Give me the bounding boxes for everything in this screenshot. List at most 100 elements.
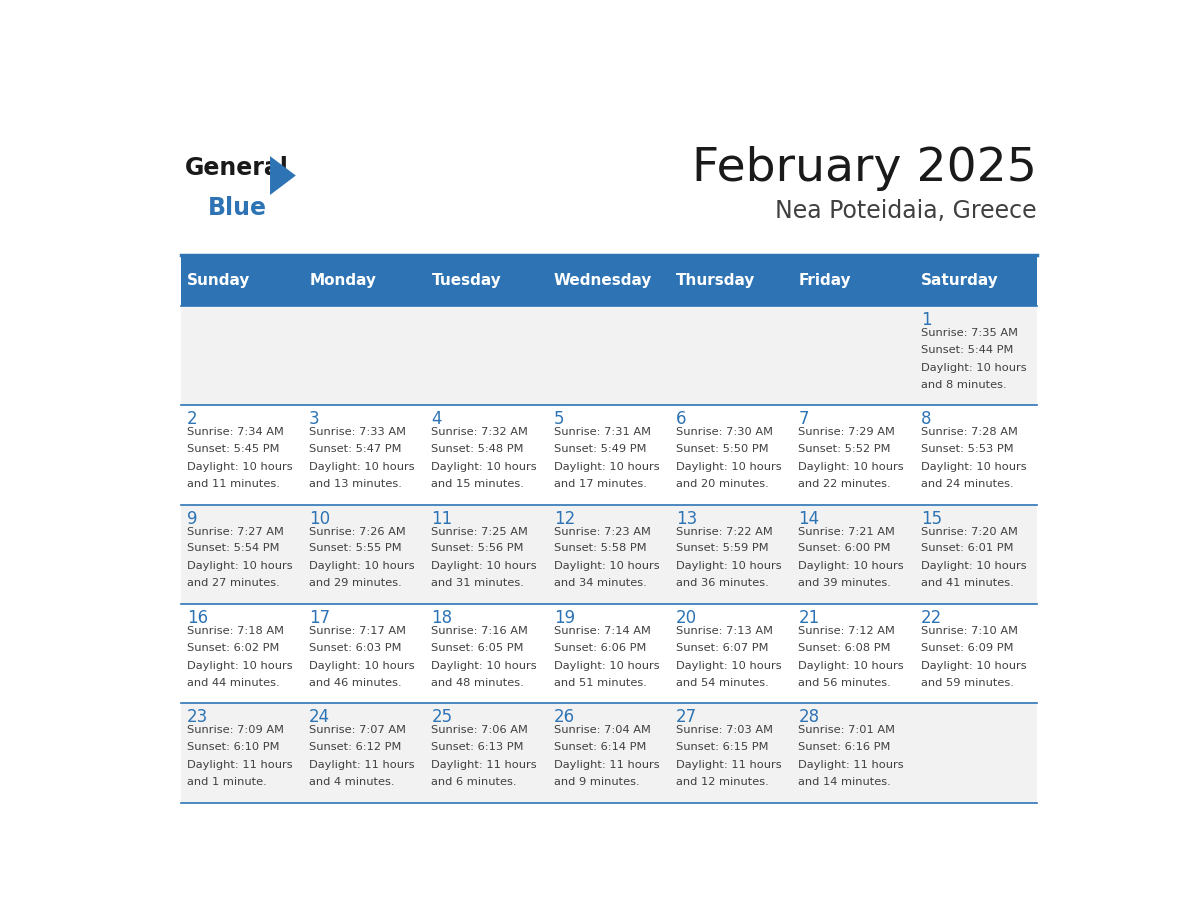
Text: Sunrise: 7:13 AM: Sunrise: 7:13 AM xyxy=(676,626,773,636)
Text: 2: 2 xyxy=(187,410,197,429)
Text: and 17 minutes.: and 17 minutes. xyxy=(554,479,646,489)
Text: and 15 minutes.: and 15 minutes. xyxy=(431,479,524,489)
Text: Sunset: 5:52 PM: Sunset: 5:52 PM xyxy=(798,444,891,454)
Text: 12: 12 xyxy=(554,509,575,528)
Text: February 2025: February 2025 xyxy=(693,145,1037,191)
Bar xyxy=(425,604,548,703)
Bar xyxy=(670,604,792,703)
Text: Sunset: 5:49 PM: Sunset: 5:49 PM xyxy=(554,444,646,454)
Text: and 4 minutes.: and 4 minutes. xyxy=(309,777,394,787)
Bar xyxy=(792,255,915,306)
Bar xyxy=(792,406,915,505)
Text: Sunset: 5:58 PM: Sunset: 5:58 PM xyxy=(554,543,646,554)
Text: 22: 22 xyxy=(921,609,942,627)
Bar xyxy=(548,306,670,406)
Bar xyxy=(670,703,792,803)
Bar xyxy=(792,306,915,406)
Text: 20: 20 xyxy=(676,609,697,627)
Text: Daylight: 10 hours: Daylight: 10 hours xyxy=(676,462,782,472)
Text: Daylight: 11 hours: Daylight: 11 hours xyxy=(187,760,292,770)
Text: and 29 minutes.: and 29 minutes. xyxy=(309,578,402,588)
Text: Sunday: Sunday xyxy=(187,273,251,288)
Bar xyxy=(303,306,425,406)
Text: Sunrise: 7:06 AM: Sunrise: 7:06 AM xyxy=(431,725,529,735)
Bar xyxy=(303,505,425,604)
Text: Monday: Monday xyxy=(309,273,377,288)
Text: 15: 15 xyxy=(921,509,942,528)
Text: 5: 5 xyxy=(554,410,564,429)
Text: Sunset: 6:14 PM: Sunset: 6:14 PM xyxy=(554,743,646,752)
Text: and 8 minutes.: and 8 minutes. xyxy=(921,379,1006,389)
Text: and 51 minutes.: and 51 minutes. xyxy=(554,677,646,688)
Text: Daylight: 10 hours: Daylight: 10 hours xyxy=(676,661,782,671)
Text: Daylight: 10 hours: Daylight: 10 hours xyxy=(431,661,537,671)
Text: Daylight: 10 hours: Daylight: 10 hours xyxy=(309,462,415,472)
Text: Sunset: 6:08 PM: Sunset: 6:08 PM xyxy=(798,643,891,653)
Text: Sunrise: 7:17 AM: Sunrise: 7:17 AM xyxy=(309,626,406,636)
Bar xyxy=(425,306,548,406)
Text: Sunset: 6:15 PM: Sunset: 6:15 PM xyxy=(676,743,769,752)
Text: and 54 minutes.: and 54 minutes. xyxy=(676,677,769,688)
Bar xyxy=(548,703,670,803)
Text: Daylight: 11 hours: Daylight: 11 hours xyxy=(554,760,659,770)
Text: and 39 minutes.: and 39 minutes. xyxy=(798,578,891,588)
Text: Sunset: 6:06 PM: Sunset: 6:06 PM xyxy=(554,643,646,653)
Text: Daylight: 10 hours: Daylight: 10 hours xyxy=(554,661,659,671)
Text: and 24 minutes.: and 24 minutes. xyxy=(921,479,1013,489)
Text: Sunset: 6:02 PM: Sunset: 6:02 PM xyxy=(187,643,279,653)
Text: and 1 minute.: and 1 minute. xyxy=(187,777,266,787)
Text: and 46 minutes.: and 46 minutes. xyxy=(309,677,402,688)
Text: Sunrise: 7:26 AM: Sunrise: 7:26 AM xyxy=(309,527,406,537)
Bar xyxy=(670,406,792,505)
Bar xyxy=(670,505,792,604)
Text: Sunrise: 7:14 AM: Sunrise: 7:14 AM xyxy=(554,626,651,636)
Text: and 48 minutes.: and 48 minutes. xyxy=(431,677,524,688)
Bar xyxy=(303,406,425,505)
Text: Thursday: Thursday xyxy=(676,273,756,288)
Text: and 9 minutes.: and 9 minutes. xyxy=(554,777,639,787)
Text: 14: 14 xyxy=(798,509,820,528)
Text: Sunset: 6:16 PM: Sunset: 6:16 PM xyxy=(798,743,891,752)
Text: Sunset: 5:45 PM: Sunset: 5:45 PM xyxy=(187,444,279,454)
Text: 26: 26 xyxy=(554,709,575,726)
Bar xyxy=(303,604,425,703)
Text: Sunrise: 7:31 AM: Sunrise: 7:31 AM xyxy=(554,427,651,437)
Text: 19: 19 xyxy=(554,609,575,627)
Text: 3: 3 xyxy=(309,410,320,429)
Text: Daylight: 10 hours: Daylight: 10 hours xyxy=(431,462,537,472)
Text: 7: 7 xyxy=(798,410,809,429)
Bar xyxy=(670,255,792,306)
Text: Friday: Friday xyxy=(798,273,851,288)
Text: Sunrise: 7:10 AM: Sunrise: 7:10 AM xyxy=(921,626,1018,636)
Text: Sunset: 5:47 PM: Sunset: 5:47 PM xyxy=(309,444,402,454)
Text: Sunrise: 7:01 AM: Sunrise: 7:01 AM xyxy=(798,725,896,735)
Bar xyxy=(425,703,548,803)
Text: Daylight: 10 hours: Daylight: 10 hours xyxy=(187,562,292,571)
Text: Daylight: 10 hours: Daylight: 10 hours xyxy=(554,462,659,472)
Bar xyxy=(792,703,915,803)
Text: Daylight: 10 hours: Daylight: 10 hours xyxy=(921,562,1026,571)
Bar xyxy=(303,703,425,803)
Text: Sunrise: 7:33 AM: Sunrise: 7:33 AM xyxy=(309,427,406,437)
Text: Sunrise: 7:29 AM: Sunrise: 7:29 AM xyxy=(798,427,896,437)
Text: and 13 minutes.: and 13 minutes. xyxy=(309,479,402,489)
Text: Daylight: 10 hours: Daylight: 10 hours xyxy=(554,562,659,571)
Text: Sunset: 6:00 PM: Sunset: 6:00 PM xyxy=(798,543,891,554)
Text: Sunrise: 7:32 AM: Sunrise: 7:32 AM xyxy=(431,427,529,437)
Text: Sunset: 5:54 PM: Sunset: 5:54 PM xyxy=(187,543,279,554)
Text: 16: 16 xyxy=(187,609,208,627)
Text: 4: 4 xyxy=(431,410,442,429)
Text: Sunset: 6:13 PM: Sunset: 6:13 PM xyxy=(431,743,524,752)
Bar xyxy=(181,505,303,604)
Bar xyxy=(181,255,303,306)
Text: and 41 minutes.: and 41 minutes. xyxy=(921,578,1013,588)
Text: Sunrise: 7:12 AM: Sunrise: 7:12 AM xyxy=(798,626,896,636)
Text: Sunset: 5:59 PM: Sunset: 5:59 PM xyxy=(676,543,769,554)
Text: 18: 18 xyxy=(431,609,453,627)
Text: 17: 17 xyxy=(309,609,330,627)
Text: Daylight: 11 hours: Daylight: 11 hours xyxy=(676,760,782,770)
Text: Sunrise: 7:09 AM: Sunrise: 7:09 AM xyxy=(187,725,284,735)
Text: Sunrise: 7:35 AM: Sunrise: 7:35 AM xyxy=(921,328,1018,338)
Text: 1: 1 xyxy=(921,311,931,329)
Text: Daylight: 10 hours: Daylight: 10 hours xyxy=(921,462,1026,472)
